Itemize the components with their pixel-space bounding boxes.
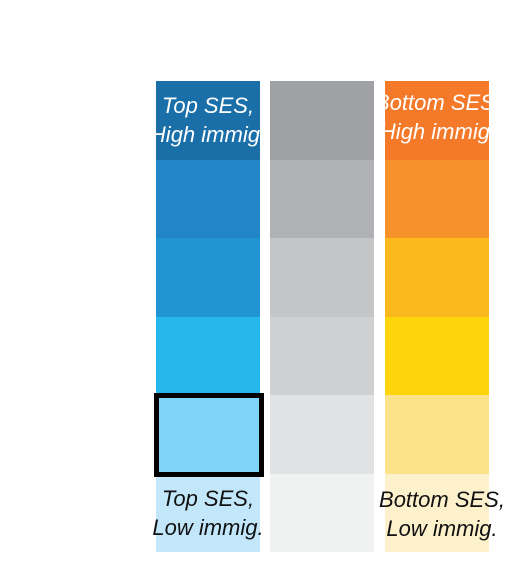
legend-cell [156,159,260,238]
legend-cell [270,395,374,474]
label-line: High immig. [149,122,267,147]
label-top-ses-high-immig: Top SES, High immig. [128,91,288,149]
label-top-ses-low-immig: Top SES, Low immig. [128,484,288,542]
legend-cell [156,316,260,395]
legend-cell [385,81,489,160]
legend-cell [270,81,374,160]
column-bottom-ses [385,81,489,552]
legend-cell [156,81,260,160]
label-line: Bottom SES, [379,487,505,512]
label-line: Top SES, [161,486,255,511]
legend-cell [156,395,260,474]
legend-cell [270,473,374,552]
label-line: Low immig. [152,515,264,540]
legend-cell [156,238,260,317]
legend-cell [385,316,489,395]
label-line: Low immig. [386,516,498,541]
legend-cell [156,473,260,552]
legend-cell [270,316,374,395]
selected-cell-outline [154,393,264,477]
label-line: Bottom SES, [375,90,501,115]
label-line: High immig. [379,119,497,144]
column-middle [270,81,374,552]
legend-cell [385,159,489,238]
label-bottom-ses-low-immig: Bottom SES, Low immig. [362,485,522,543]
legend-cell [385,395,489,474]
label-line: Top SES, [161,93,255,118]
legend-cell [385,238,489,317]
legend-cell [270,159,374,238]
legend-cell [385,473,489,552]
label-bottom-ses-high-immig: Bottom SES, High immig. [358,88,518,146]
legend-cell [270,238,374,317]
column-top-ses [156,81,260,552]
